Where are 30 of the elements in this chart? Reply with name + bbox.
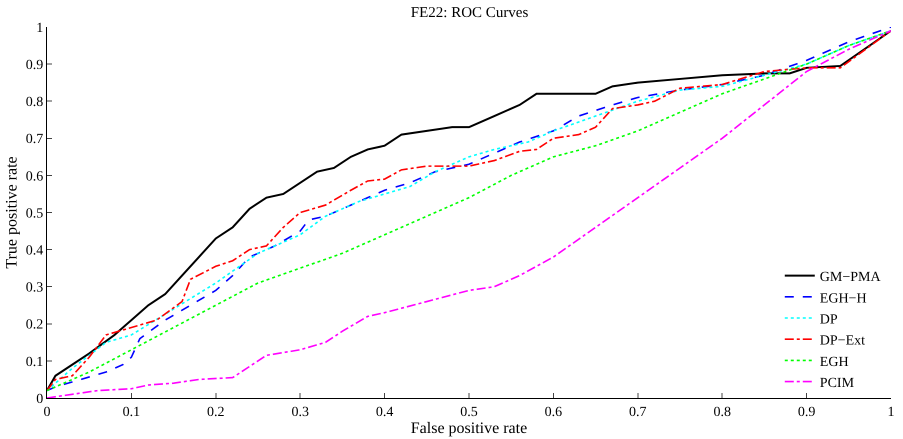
legend-label: EGH−H — [820, 291, 867, 306]
y-tick-label: 0.8 — [26, 95, 44, 110]
y-axis-title: True positive rate — [4, 156, 21, 269]
y-tick-label: 0.1 — [26, 354, 44, 370]
y-tick-label: 0.7 — [26, 132, 44, 148]
y-tick-label: 0.6 — [26, 169, 44, 184]
x-tick-label: 0.5 — [460, 404, 478, 420]
y-tick-label: 0 — [36, 392, 44, 407]
x-axis-title: False positive rate — [410, 420, 528, 437]
chart-title: FE22: ROC Curves — [410, 5, 528, 22]
y-tick-label: 1 — [36, 20, 44, 36]
y-tick-label: 0.2 — [26, 318, 44, 333]
x-tick-label: 0.4 — [376, 404, 394, 420]
y-tick-label: 0.3 — [26, 280, 44, 296]
legend-label: EGH — [820, 354, 849, 370]
y-tick-label: 0.9 — [26, 58, 44, 73]
x-tick-label: 0.6 — [544, 404, 562, 420]
x-tick-label: 1 — [888, 404, 894, 420]
y-tick-label: 0.4 — [26, 244, 44, 258]
x-tick-label: 0.2 — [207, 404, 225, 420]
legend-label: DP — [820, 312, 838, 328]
legend-label: PCIM — [820, 376, 855, 392]
x-tick-label: 0.3 — [291, 404, 309, 420]
x-tick-label: 0.9 — [798, 404, 816, 420]
x-tick-label: 0.1 — [122, 404, 140, 420]
x-tick-label: 0.7 — [629, 404, 647, 420]
y-tick-label: 0.5 — [26, 206, 44, 222]
legend-label: GM−PMA — [820, 270, 882, 286]
legend-label: DP−Ext — [820, 334, 866, 349]
x-tick-label: 0.8 — [713, 404, 731, 420]
